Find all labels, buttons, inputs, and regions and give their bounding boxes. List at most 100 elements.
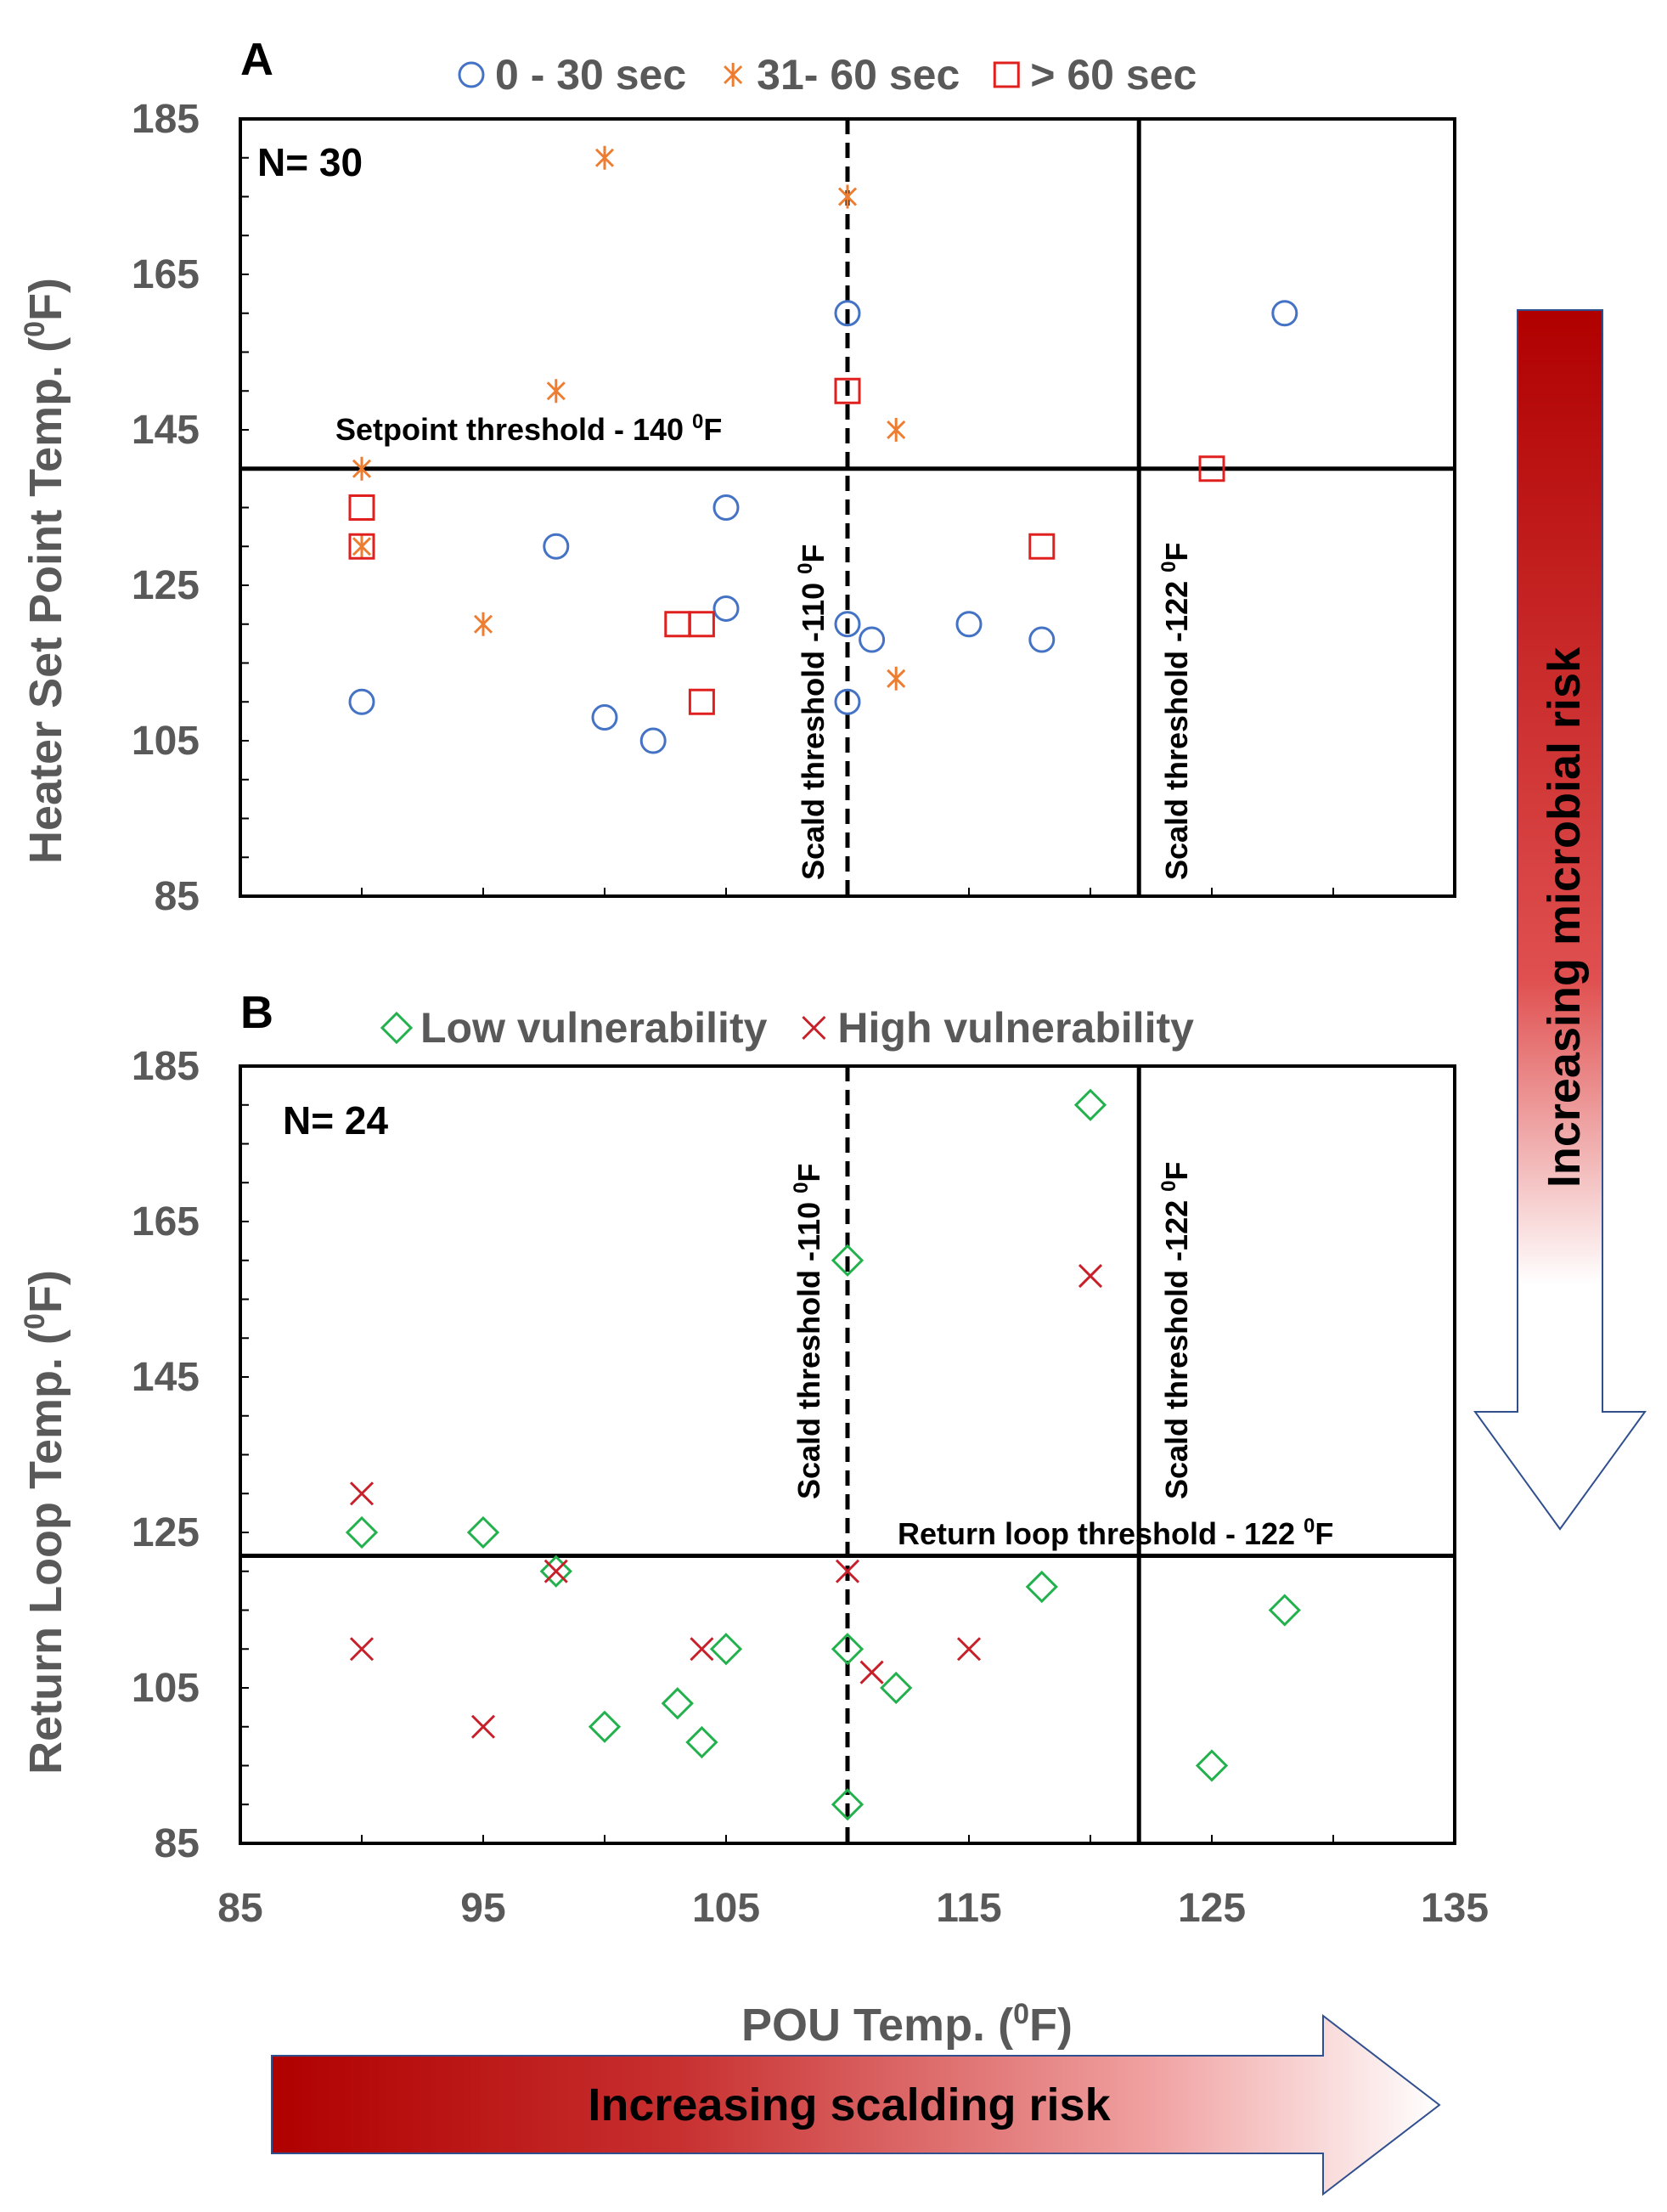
legend-label: Low vulnerability (420, 1004, 768, 1052)
data-point-diamond (661, 1687, 694, 1720)
data-point-circle (712, 595, 740, 622)
data-point-asterisk (594, 145, 615, 170)
data-point-circle (712, 494, 740, 521)
y-axis-label-b: Return Loop Temp. (0F) (19, 1270, 71, 1775)
data-point-diamond (539, 1555, 572, 1588)
y-tick-label: 165 (132, 252, 200, 297)
x-tick-label: 105 (692, 1886, 760, 1931)
data-point-square (348, 533, 375, 560)
data-point-circle (348, 688, 375, 715)
panel-label-b: B (240, 987, 273, 1038)
y-tick-label: 185 (132, 97, 200, 142)
scalding-risk-arrow: Increasing scalding risk (271, 2013, 1441, 2197)
y-tick-label: 145 (132, 408, 200, 453)
data-point-asterisk (546, 379, 566, 403)
data-point-diamond (1268, 1594, 1301, 1627)
legend-a: 0 - 30 sec 31- 60 sec > 60 sec (458, 51, 1197, 99)
vline-label-a-110: Scald threshold -110 0F (794, 545, 831, 880)
legend-label: > 60 sec (1030, 51, 1197, 99)
y-tick-label: 185 (132, 1044, 200, 1089)
data-point-x (690, 1637, 714, 1662)
data-point-x (470, 1714, 496, 1739)
y-tick-label: 85 (155, 874, 200, 919)
data-point-square (834, 377, 861, 404)
data-point-square (348, 494, 375, 521)
data-point-diamond (831, 1244, 864, 1277)
microbial-risk-arrow: Increasing microbial risk (1473, 309, 1647, 1531)
data-point-diamond (588, 1710, 622, 1743)
data-point-circle (591, 704, 618, 731)
y-tick-label: 125 (132, 563, 200, 608)
data-point-asterisk (352, 534, 372, 559)
legend-b: Low vulnerability High vulnerability (380, 1004, 1194, 1052)
microbial-risk-label: Increasing microbial risk (1539, 646, 1590, 1188)
n-label-a: N= 30 (257, 140, 363, 184)
hline-label-a: Setpoint threshold - 140 0F (335, 410, 722, 447)
data-point-square (664, 611, 691, 638)
data-point-x (956, 1637, 982, 1662)
x-tick-label: 115 (936, 1886, 1001, 1931)
x-tick-label: 125 (1178, 1886, 1246, 1931)
data-point-x (349, 1481, 375, 1506)
plot-area-a: 85 105 125 145 165 185 (132, 97, 1456, 919)
n-label-b: N= 24 (283, 1098, 388, 1143)
y-axis-label-a: Heater Set Point Temp. (0F) (19, 278, 71, 864)
legend-marker-circle (458, 61, 485, 88)
data-point-asterisk (887, 418, 906, 442)
legend-marker-asterisk (724, 63, 743, 87)
data-point-asterisk (887, 666, 906, 691)
data-point-square (688, 611, 715, 638)
data-point-circle (955, 611, 983, 638)
data-point-diamond (880, 1671, 913, 1705)
legend-marker-square (993, 61, 1020, 88)
y-tick-label: 145 (132, 1355, 200, 1400)
data-point-asterisk (352, 456, 372, 481)
x-tick-label: 95 (460, 1886, 505, 1931)
y-tick-label: 105 (132, 1666, 200, 1711)
data-point-x (835, 1559, 860, 1583)
data-point-diamond (466, 1515, 500, 1549)
microbial-risk-arrow-shape (1473, 309, 1647, 1531)
data-point-circle (1271, 300, 1298, 327)
hline-label-b: Return loop threshold - 122 0F (898, 1515, 1333, 1551)
x-axis-label: POU Temp. (0F) (741, 1998, 1073, 2051)
data-point-diamond (709, 1633, 743, 1666)
data-point-circle (834, 300, 861, 327)
vline-label-b-122: Scald threshold -122 0F (1157, 1162, 1194, 1499)
data-point-diamond (1025, 1570, 1058, 1604)
data-point-x (543, 1559, 568, 1583)
plot-area-b: 85 105 125 145 165 185 (132, 1044, 1456, 1866)
legend-marker-diamond (380, 1011, 414, 1045)
y-tick-label: 105 (132, 719, 200, 764)
data-point-x (1078, 1263, 1103, 1289)
data-point-square (1198, 455, 1225, 482)
data-point-circle (834, 611, 861, 638)
y-tick-label: 165 (132, 1199, 200, 1244)
data-point-square (688, 688, 715, 715)
data-point-diamond (831, 1788, 864, 1821)
data-point-x (349, 1637, 375, 1662)
data-point-circle (859, 626, 886, 653)
data-point-square (1028, 533, 1056, 560)
x-tick-labels-b: 85 95 105 115 125 135 (217, 1886, 1489, 1931)
legend-label: 0 - 30 sec (495, 51, 686, 99)
data-point-x (859, 1660, 884, 1684)
legend-label: High vulnerability (837, 1004, 1194, 1052)
data-point-diamond (1195, 1749, 1229, 1782)
data-point-circle (834, 688, 861, 715)
vline-label-a-122: Scald threshold -122 0F (1157, 543, 1194, 880)
data-point-diamond (831, 1633, 864, 1666)
x-tick-label: 85 (217, 1886, 262, 1931)
scalding-risk-arrow-shape (271, 2013, 1441, 2197)
legend-marker-x (802, 1015, 826, 1041)
panel-b: B Low vulnerability High vulnerability 85… (19, 987, 1489, 2051)
vline-label-b-110: Scald threshold -110 0F (790, 1164, 826, 1499)
data-point-diamond (685, 1725, 718, 1759)
data-point-diamond (1073, 1088, 1107, 1121)
panel-a: A 0 - 30 sec 31- 60 sec > 60 sec 85 105 125 1… (19, 34, 1456, 919)
scalding-risk-label: Increasing scalding risk (588, 2079, 1111, 2130)
data-point-circle (639, 727, 667, 754)
data-point-circle (1028, 626, 1056, 653)
data-point-asterisk (473, 612, 493, 636)
